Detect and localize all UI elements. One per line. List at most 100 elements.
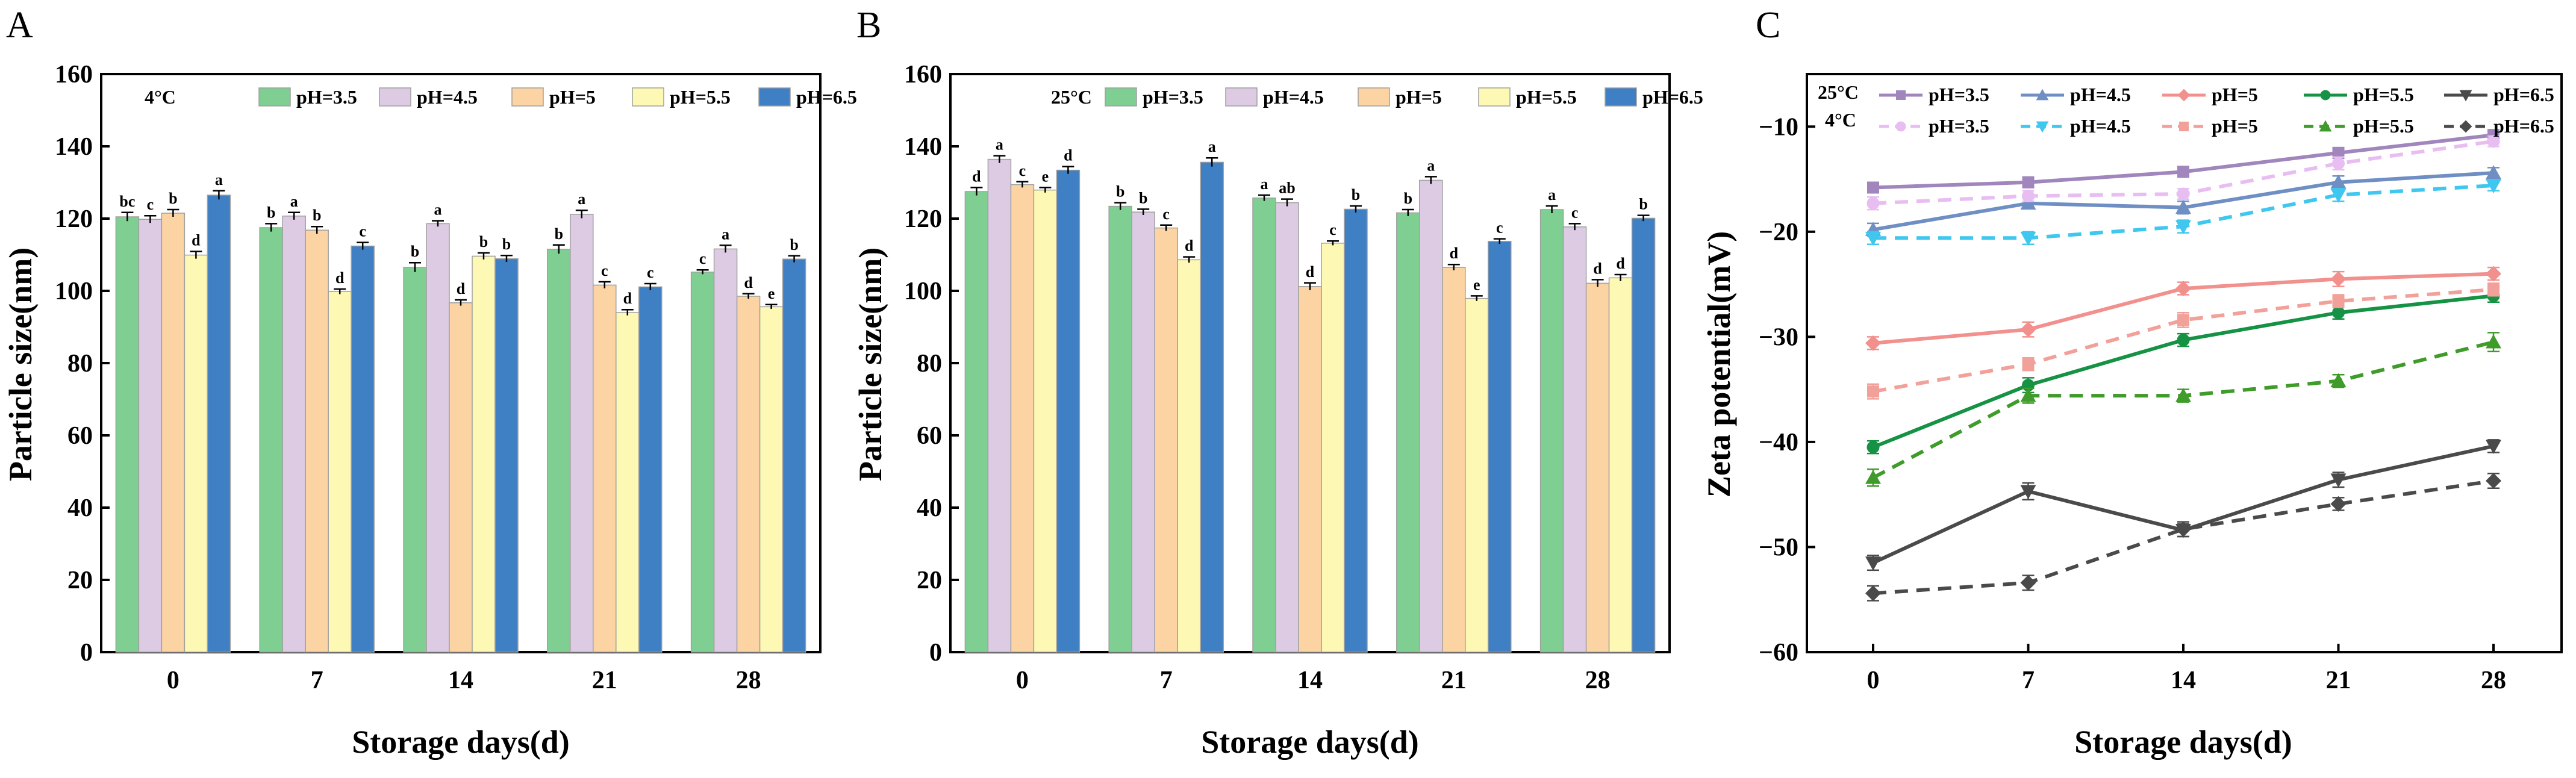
significance-label: c — [699, 250, 706, 267]
significance-label: d — [972, 167, 981, 185]
data-point — [2486, 334, 2501, 349]
significance-label: d — [1593, 260, 1602, 277]
bar — [1252, 198, 1276, 653]
significance-label: b — [169, 190, 177, 207]
y-tick-label: 100 — [55, 278, 93, 305]
bar — [282, 216, 306, 653]
significance-label: b — [502, 235, 511, 253]
panel-b-ylabel: Particle size(nm) — [852, 247, 888, 481]
legend-swatch — [758, 87, 791, 107]
data-point — [2020, 388, 2036, 402]
bar — [1321, 243, 1345, 653]
legend-marker — [2036, 121, 2049, 133]
x-tick-label: 7 — [2022, 667, 2035, 694]
legend-group-label: 25°C — [1818, 81, 1859, 103]
significance-label: b — [479, 233, 488, 251]
bar — [713, 248, 738, 653]
series-line — [1873, 479, 2494, 596]
legend-label: pH=6.5 — [796, 86, 857, 108]
bar — [1396, 212, 1420, 653]
data-point — [2332, 146, 2345, 159]
y-tick-label: 60 — [917, 422, 942, 450]
data-point — [1865, 556, 1881, 571]
legend-label: pH=5 — [549, 86, 596, 108]
significance-label: d — [1064, 147, 1073, 164]
bar — [736, 296, 761, 653]
significance-label: d — [623, 290, 632, 307]
y-tick-label: 40 — [67, 494, 93, 522]
significance-label: c — [1496, 219, 1503, 237]
bar — [1419, 179, 1443, 653]
data-point — [2330, 473, 2347, 488]
data-point — [2020, 322, 2036, 338]
x-tick-label: 21 — [1441, 667, 1467, 694]
data-point — [2020, 195, 2036, 210]
bar — [259, 227, 283, 653]
data-point — [2486, 440, 2501, 454]
y-tick-label: 0 — [80, 639, 93, 667]
legend-label: pH=3.5 — [1929, 115, 1989, 137]
legend-label: pH=5.5 — [2353, 84, 2414, 105]
y-tick-label: 80 — [67, 350, 93, 378]
bar — [115, 216, 140, 653]
data-point — [2175, 199, 2191, 214]
legend-group-label: 4°C — [1825, 109, 1856, 131]
bar — [782, 258, 806, 653]
x-tick-label: 7 — [311, 667, 323, 694]
bar — [1562, 226, 1587, 653]
bar — [638, 286, 663, 653]
significance-label: d — [335, 269, 345, 287]
data-point — [1865, 585, 1881, 602]
y-tick-label: 120 — [904, 205, 942, 233]
y-tick-label: −40 — [1759, 429, 1798, 456]
data-point — [2022, 189, 2035, 202]
bar — [1585, 282, 1610, 653]
panel-a-temperature: 4°C — [145, 86, 176, 108]
y-tick-label: −20 — [1759, 219, 1798, 246]
data-point — [2330, 373, 2347, 388]
significance-label: a — [1548, 186, 1556, 204]
y-tick-label: 160 — [904, 61, 942, 89]
bar — [1154, 227, 1178, 653]
y-tick-label: 60 — [67, 422, 93, 450]
significance-label: b — [1116, 183, 1124, 201]
significance-label: d — [457, 280, 466, 297]
x-tick-label: 0 — [167, 667, 179, 694]
significance-label: d — [1306, 263, 1315, 281]
data-point — [2332, 295, 2345, 308]
bar — [1465, 297, 1489, 653]
legend-swatch — [1225, 87, 1258, 107]
bar — [547, 249, 571, 653]
bar — [207, 194, 231, 653]
data-point — [2177, 334, 2190, 347]
bar — [1608, 277, 1633, 653]
y-tick-label: 140 — [55, 133, 93, 161]
legend-marker — [2459, 90, 2472, 102]
bar — [1442, 267, 1466, 653]
data-point — [2177, 166, 2189, 178]
data-point — [2175, 281, 2191, 297]
legend-swatch — [1358, 87, 1390, 107]
legend-label: pH=6.5 — [2493, 115, 2554, 137]
bar — [328, 291, 352, 653]
y-tick-label: −50 — [1759, 534, 1798, 561]
legend-label: pH=4.5 — [2070, 115, 2131, 137]
significance-label: a — [1208, 138, 1216, 155]
panel-b-temperature: 25°C — [1051, 86, 1092, 108]
data-point — [1867, 181, 1879, 194]
bar — [616, 312, 640, 653]
data-point — [2022, 358, 2035, 370]
legend-swatch — [632, 87, 664, 107]
x-tick-label: 14 — [2171, 667, 2196, 694]
bar — [1010, 184, 1035, 653]
legend-marker — [2319, 120, 2332, 132]
legend-swatch — [1605, 87, 1637, 107]
significance-label: a — [722, 225, 729, 243]
panel-c-ylabel: Zeta potential(mV) — [1701, 231, 1737, 497]
data-point — [1865, 231, 1881, 246]
series-line — [1872, 444, 2494, 565]
